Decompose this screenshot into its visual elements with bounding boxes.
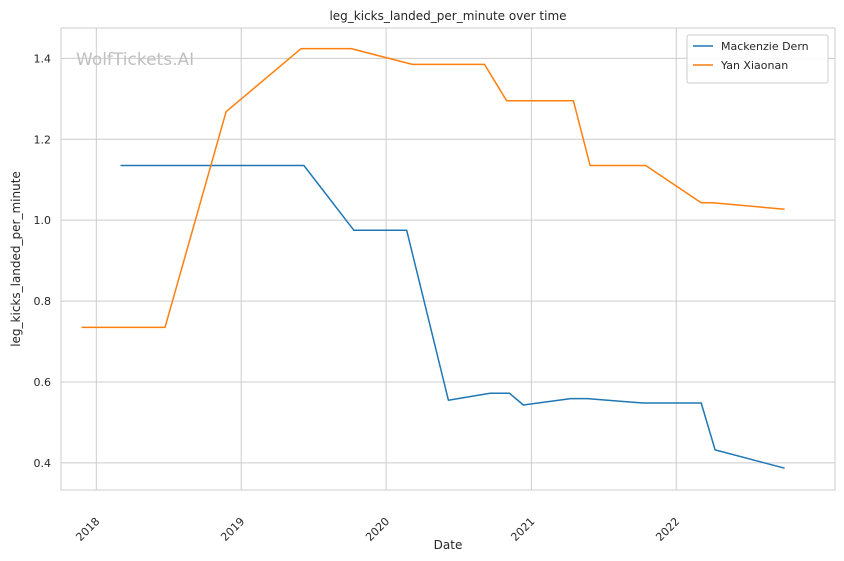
legend-label: Yan Xiaonan: [720, 59, 788, 72]
y-axis-title: leg_kicks_landed_per_minute: [9, 171, 23, 347]
y-tick-label: 1.0: [34, 214, 52, 227]
series-layer: [81, 47, 785, 469]
series-line: [120, 164, 785, 469]
y-tick-label: 0.6: [34, 376, 52, 389]
y-tick-label: 0.8: [34, 295, 52, 308]
y-tick-label: 1.4: [34, 52, 52, 65]
grid-lines: [61, 28, 835, 490]
y-tick-label: 0.4: [34, 457, 52, 470]
plot-area: [60, 27, 836, 491]
legend: Mackenzie Dern Yan Xiaonan: [686, 34, 829, 84]
series-line: [81, 47, 785, 329]
y-axis: 0.4 0.6 0.8 1.0 1.2 1.4: [34, 52, 52, 470]
legend-label: Mackenzie Dern: [721, 40, 809, 53]
y-tick-label: 1.2: [34, 133, 52, 146]
chart-title: leg_kicks_landed_per_minute over time: [329, 9, 566, 23]
x-tick-label: 2019: [218, 515, 247, 544]
x-tick-label: 2020: [363, 515, 392, 544]
x-tick-label: 2021: [508, 515, 537, 544]
x-tick-label: 2018: [73, 515, 102, 544]
legend-box: [686, 34, 829, 84]
x-tick-label: 2022: [653, 515, 682, 544]
x-axis: 2018 2019 2020 2021 2022: [73, 515, 682, 544]
watermark: WolfTickets.AI: [76, 50, 194, 70]
x-axis-title: Date: [434, 538, 463, 552]
